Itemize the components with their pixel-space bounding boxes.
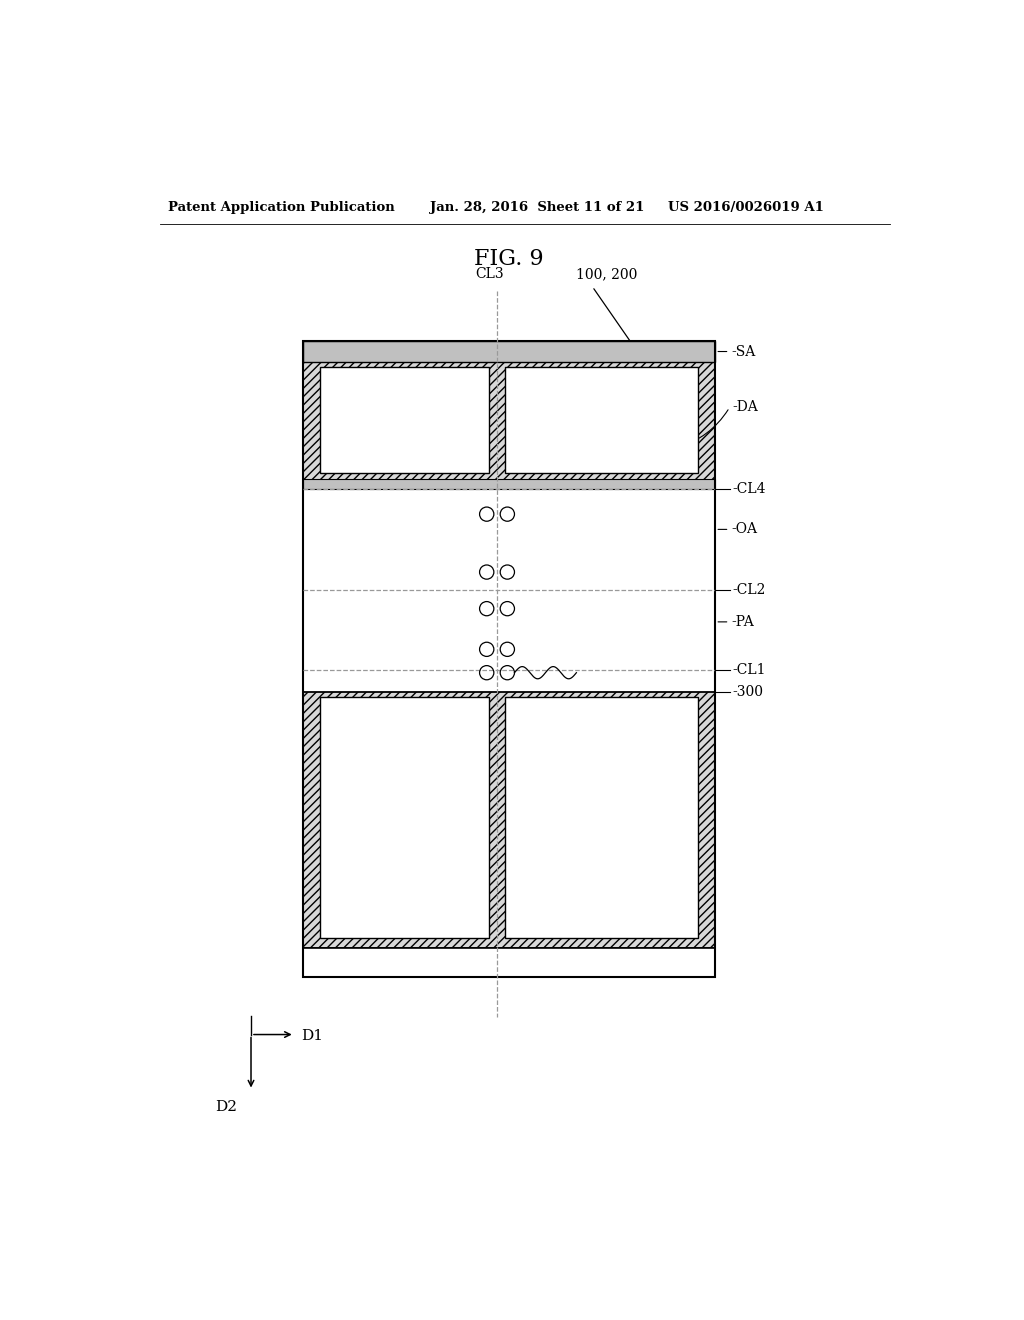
Text: D1: D1 <box>301 1028 323 1043</box>
Bar <box>303 342 715 977</box>
Text: FIG. 9: FIG. 9 <box>474 248 544 271</box>
Bar <box>321 367 489 474</box>
Bar <box>303 342 715 488</box>
Text: -OA: -OA <box>731 523 757 536</box>
Bar <box>505 697 697 939</box>
Bar <box>303 692 715 948</box>
Text: -PA: -PA <box>731 615 754 628</box>
Text: D2: D2 <box>215 1100 238 1114</box>
Text: -300: -300 <box>733 685 764 700</box>
Text: -CL2: -CL2 <box>733 583 766 598</box>
Text: 100, 200: 100, 200 <box>577 268 638 281</box>
Text: -SA: -SA <box>731 345 756 359</box>
Bar <box>303 342 715 362</box>
Text: -DA: -DA <box>733 400 759 414</box>
Text: Jan. 28, 2016  Sheet 11 of 21: Jan. 28, 2016 Sheet 11 of 21 <box>430 201 644 214</box>
Bar <box>303 948 715 977</box>
Text: US 2016/0026019 A1: US 2016/0026019 A1 <box>668 201 823 214</box>
Bar <box>505 367 697 474</box>
Bar <box>303 479 715 488</box>
Text: -CL4: -CL4 <box>733 482 766 496</box>
Bar <box>321 697 489 939</box>
Text: Patent Application Publication: Patent Application Publication <box>168 201 394 214</box>
Text: CL3: CL3 <box>475 268 504 281</box>
Text: -CL1: -CL1 <box>733 663 766 677</box>
